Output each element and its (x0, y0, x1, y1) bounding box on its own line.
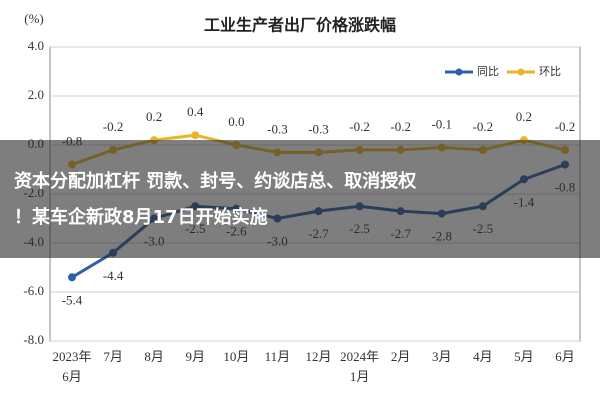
data-label: -0.2 (473, 119, 494, 134)
x-tick-label: 10月 (223, 349, 249, 364)
data-label: -0.1 (431, 116, 452, 131)
data-label: -0.2 (555, 119, 576, 134)
x-tick-label: 2023年 (52, 349, 91, 364)
x-tick-label: 3月 (432, 349, 452, 364)
headline: ！某车企新政8月17日开始实施 (14, 206, 268, 228)
data-label: -0.3 (267, 121, 288, 136)
legend-label: 同比 (477, 65, 499, 78)
data-label: -4.4 (103, 268, 124, 283)
chart-title: 工业生产者出厂价格涨跌幅 (204, 16, 396, 35)
data-label: 0.2 (146, 109, 162, 124)
headline-banner (0, 140, 600, 258)
data-point (191, 131, 200, 140)
data-label: -0.3 (308, 121, 329, 136)
data-label: 0.2 (516, 109, 532, 124)
data-label: -0.2 (103, 119, 124, 134)
data-point (68, 273, 76, 282)
x-tick-label: 6月 (555, 349, 575, 364)
x-tick-label: 6月 (62, 369, 82, 384)
x-tick-label: 1月 (350, 369, 370, 384)
x-tick-label: 12月 (305, 349, 331, 364)
legend-label: 环比 (539, 65, 561, 78)
data-label: 0.4 (187, 104, 204, 119)
data-label: -5.4 (62, 292, 83, 307)
legend-marker (455, 68, 463, 76)
data-label: 0.0 (228, 114, 244, 129)
x-tick-label: 8月 (144, 349, 164, 364)
y-tick-label: 2.0 (28, 87, 44, 102)
x-tick-label: 9月 (185, 349, 205, 364)
legend-marker (517, 68, 525, 76)
x-tick-label: 5月 (514, 349, 534, 364)
x-tick-label: 11月 (265, 349, 291, 364)
y-unit: (%) (24, 11, 44, 26)
x-tick-label: 2024年 (340, 349, 379, 364)
data-label: -0.2 (390, 119, 411, 134)
y-tick-label: 4.0 (28, 38, 44, 53)
x-tick-label: 4月 (473, 349, 493, 364)
data-label: -0.2 (349, 119, 370, 134)
y-tick-label: -6.0 (23, 283, 44, 298)
x-tick-label: 2月 (391, 349, 411, 364)
x-tick-label: 7月 (103, 349, 123, 364)
headline: 资本分配加杠杆 罚款、封号、约谈店总、取消授权 (14, 170, 417, 192)
y-tick-label: -8.0 (23, 332, 44, 347)
